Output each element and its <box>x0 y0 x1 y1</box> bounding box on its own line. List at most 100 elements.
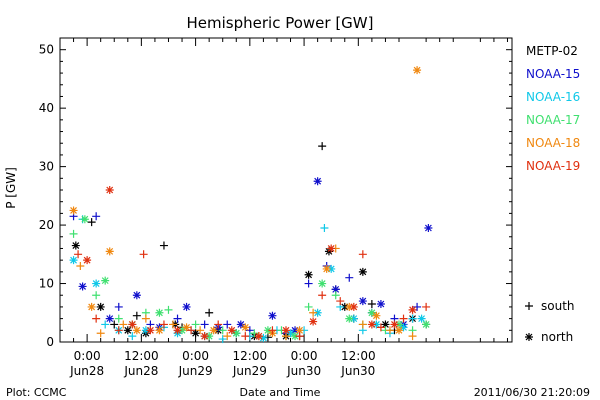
data-point-noaa-17 <box>164 305 173 314</box>
data-point-noaa-17 <box>218 326 227 335</box>
data-point-noaa-15 <box>78 282 87 291</box>
data-point-noaa-19 <box>349 302 358 311</box>
data-point-noaa-16 <box>372 320 381 329</box>
north-marker-icon <box>525 333 533 341</box>
data-point-noaa-18 <box>182 323 191 332</box>
x-tick-date: Jun28 <box>69 364 104 378</box>
data-point-noaa-16 <box>69 256 78 265</box>
data-point-noaa-15 <box>331 285 340 294</box>
data-point-noaa-18 <box>169 320 177 329</box>
data-point-noaa-18 <box>69 206 78 215</box>
south-marker-icon <box>525 302 533 310</box>
chart-title: Hemispheric Power [GW] <box>187 14 374 32</box>
data-point-noaa-18 <box>413 66 422 75</box>
axis-ticks: 010203040500:00Jun2812:00Jun280:00Jun291… <box>39 38 512 378</box>
data-point-noaa-18 <box>119 320 128 329</box>
data-point-noaa-19 <box>200 332 209 341</box>
data-point-noaa-19 <box>309 317 318 326</box>
data-point-noaa-16 <box>349 314 358 323</box>
data-point-noaa-19 <box>268 326 277 335</box>
data-point-noaa-19 <box>146 326 155 335</box>
data-point-metp-02 <box>358 267 367 276</box>
legend-entry-noaa-18: NOAA-18 <box>526 136 580 150</box>
data-point-noaa-15 <box>291 326 300 335</box>
data-point-noaa-17 <box>114 314 123 323</box>
data-point-noaa-17 <box>92 291 101 300</box>
data-point-metp-02 <box>132 311 141 320</box>
data-point-noaa-15 <box>358 297 367 306</box>
data-point-noaa-17 <box>155 308 164 317</box>
data-point-noaa-19 <box>214 320 223 329</box>
data-point-metp-02 <box>110 320 119 329</box>
y-tick-label: 0 <box>46 335 54 349</box>
data-point-noaa-15 <box>304 279 313 288</box>
data-point-noaa-15 <box>236 320 245 329</box>
data-point-noaa-16 <box>92 279 101 288</box>
data-point-noaa-19 <box>295 332 304 341</box>
data-point-noaa-19 <box>105 186 114 194</box>
data-point-noaa-19 <box>408 305 417 314</box>
data-point-noaa-19 <box>187 326 196 335</box>
data-point-noaa-16 <box>417 314 426 323</box>
x-tick-date: Jun29 <box>232 364 267 378</box>
data-point-noaa-18 <box>96 329 105 338</box>
data-point-noaa-15 <box>313 177 322 186</box>
data-point-noaa-17 <box>291 332 300 341</box>
data-point-noaa-15 <box>223 320 232 329</box>
data-point-metp-02 <box>191 329 200 338</box>
data-point-noaa-15 <box>105 314 114 323</box>
data-point-noaa-19 <box>83 256 92 265</box>
data-point-noaa-15 <box>200 320 209 329</box>
data-point-noaa-19 <box>227 326 236 335</box>
data-point-noaa-18 <box>76 262 85 270</box>
plot-area <box>59 37 513 343</box>
data-point-metp-02 <box>318 142 327 151</box>
data-point-noaa-19 <box>336 297 345 306</box>
data-point-noaa-15 <box>92 212 101 221</box>
data-point-noaa-19 <box>74 250 83 259</box>
x-tick-time: 12:00 <box>124 349 159 363</box>
x-tick-time: 12:00 <box>233 349 268 363</box>
data-point-noaa-17 <box>345 314 354 323</box>
data-point-noaa-19 <box>173 326 182 335</box>
y-tick-label: 30 <box>39 160 54 174</box>
data-point-noaa-15 <box>413 302 422 311</box>
data-point-noaa-19 <box>422 302 431 311</box>
data-point-noaa-16 <box>128 332 137 341</box>
data-point-noaa-19 <box>139 250 148 259</box>
y-axis-label: P [GW] <box>4 167 18 209</box>
data-point-metp-02 <box>340 302 349 311</box>
x-tick-date: Jun30 <box>286 364 321 378</box>
data-point-noaa-18 <box>395 326 403 335</box>
data-point-noaa-18 <box>345 302 354 311</box>
data-point-noaa-17 <box>395 320 403 329</box>
data-point-noaa-18 <box>322 264 331 273</box>
marker-legend-north: north <box>541 330 573 344</box>
data-point-noaa-19 <box>254 332 263 341</box>
data-point-noaa-17 <box>331 291 340 300</box>
data-point-noaa-16 <box>399 323 408 332</box>
data-point-metp-02 <box>71 241 80 250</box>
data-point-noaa-15 <box>132 291 141 300</box>
data-point-noaa-18 <box>408 332 417 341</box>
legend-entry-noaa-15: NOAA-15 <box>526 67 580 81</box>
data-point-noaa-18 <box>155 326 164 335</box>
data-point-noaa-19 <box>92 314 101 323</box>
y-tick-label: 10 <box>39 277 54 291</box>
data-point-noaa-19 <box>390 320 399 329</box>
y-tick-label: 50 <box>39 43 54 57</box>
data-point-noaa-18 <box>209 326 218 335</box>
data-point-noaa-19 <box>367 320 376 329</box>
data-point-noaa-15 <box>114 302 123 311</box>
data-point-noaa-18 <box>358 320 367 329</box>
x-tick-time: 0:00 <box>182 349 209 363</box>
data-point-noaa-17 <box>101 276 110 285</box>
data-point-noaa-16 <box>286 329 295 338</box>
data-point-noaa-17 <box>318 279 327 288</box>
data-point-noaa-15 <box>173 314 182 323</box>
data-point-noaa-19 <box>114 326 123 335</box>
data-point-noaa-15 <box>345 273 354 282</box>
data-point-noaa-16 <box>101 320 110 329</box>
legend-entry-noaa-16: NOAA-16 <box>526 90 580 104</box>
